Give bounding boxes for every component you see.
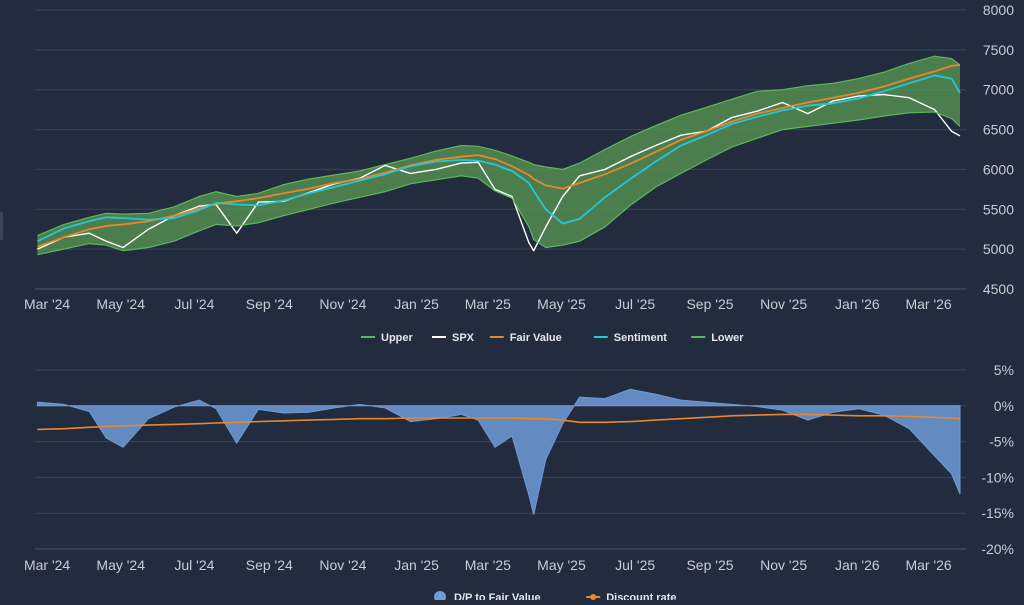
y-tick-label: -15%	[981, 505, 1014, 521]
legend-item[interactable]: SPX	[432, 332, 475, 344]
y-tick-label: 6000	[983, 161, 1014, 177]
y-tick-label: -20%	[981, 541, 1014, 557]
x-tick-label: May '24	[96, 296, 145, 312]
deviation-chart: 5% 0% -5% -10% -15% -20% Mar '24 May '24 Jul '24…	[24, 362, 1014, 573]
x-tick-label: Mar '25	[465, 557, 511, 573]
y-tick-label: 7000	[983, 82, 1014, 98]
y-tick-label: 5000	[983, 241, 1014, 257]
legend-label: Upper	[381, 332, 414, 344]
x-tick-label: Nov '24	[319, 296, 366, 312]
series-line-discount-rate[interactable]	[37, 413, 961, 431]
series-line-fair-value[interactable]	[37, 64, 961, 248]
y-tick-label: 5500	[983, 201, 1014, 217]
legend-swatch	[434, 591, 446, 603]
legend-label: SPX	[452, 332, 475, 344]
legend-label: D/P to Fair Value	[454, 592, 541, 600]
series-line-sentiment[interactable]	[37, 74, 961, 243]
y-tick-label: 4500	[983, 281, 1014, 297]
legend-item[interactable]: Fair Value	[489, 332, 562, 344]
x-tick-label: Mar '26	[905, 296, 951, 312]
y-tick-label: -10%	[981, 469, 1014, 485]
legend-item[interactable]: Sentiment	[593, 332, 668, 344]
x-tick-label: Jan '25	[394, 296, 439, 312]
y-tick-label: -5%	[989, 434, 1014, 450]
x-tick-label: Jul '25	[615, 296, 655, 312]
x-tick-label: Mar '26	[905, 557, 951, 573]
y-tick-label: 0%	[994, 398, 1014, 414]
series-line-spx[interactable]	[37, 93, 961, 252]
x-tick-label: Mar '24	[24, 557, 70, 573]
x-tick-label: May '25	[537, 557, 586, 573]
price-fair-value-chart: 8000 7500 7000 6500 6000 5500 5000 4500 Mar '24 M…	[24, 2, 1014, 312]
series-area-d-p-to-fair-value[interactable]	[36, 388, 961, 515]
legend-item[interactable]: Discount rate	[586, 592, 676, 604]
x-tick-label: Sep '24	[246, 557, 293, 573]
price-chart-legend: Upper SPX Fair Value Sentiment Lower	[361, 332, 744, 344]
x-tick-label: Nov '24	[319, 557, 366, 573]
x-tick-label: Jul '24	[174, 557, 214, 573]
legend-item[interactable]: Upper	[361, 332, 414, 344]
x-tick-label: Nov '25	[760, 557, 807, 573]
side-panel-handle[interactable]	[0, 212, 3, 240]
x-tick-label: Jul '25	[615, 557, 655, 573]
legend-marker	[590, 594, 597, 600]
deviation-chart-legend: D/P to Fair Value Discount rate	[434, 591, 676, 604]
legend-label: Fair Value	[510, 332, 562, 344]
x-tick-label: Jan '26	[835, 296, 880, 312]
series-line-lower[interactable]	[37, 111, 961, 256]
x-tick-label: Sep '25	[686, 296, 733, 312]
band-fill	[37, 56, 960, 255]
y-tick-label: 8000	[983, 2, 1014, 18]
series-line-upper[interactable]	[37, 55, 961, 237]
y-tick-label: 5%	[994, 362, 1014, 378]
legend-item[interactable]: D/P to Fair Value	[434, 591, 541, 604]
legend-label: Sentiment	[614, 332, 668, 344]
legend-label: Discount rate	[606, 592, 676, 600]
y-tick-label: 7500	[983, 42, 1014, 58]
x-tick-label: May '24	[96, 557, 145, 573]
x-tick-label: Sep '24	[246, 296, 293, 312]
x-tick-label: Jul '24	[174, 296, 214, 312]
y-tick-label: 6500	[983, 122, 1014, 138]
x-tick-label: May '25	[537, 296, 586, 312]
legend-label: Lower	[711, 332, 744, 344]
x-tick-label: Jan '26	[835, 557, 880, 573]
x-tick-label: Mar '25	[465, 296, 511, 312]
x-tick-label: Mar '24	[24, 296, 70, 312]
legend-item[interactable]: Lower	[691, 332, 744, 344]
x-tick-label: Sep '25	[686, 557, 733, 573]
x-tick-label: Nov '25	[760, 296, 807, 312]
x-tick-label: Jan '25	[394, 557, 439, 573]
